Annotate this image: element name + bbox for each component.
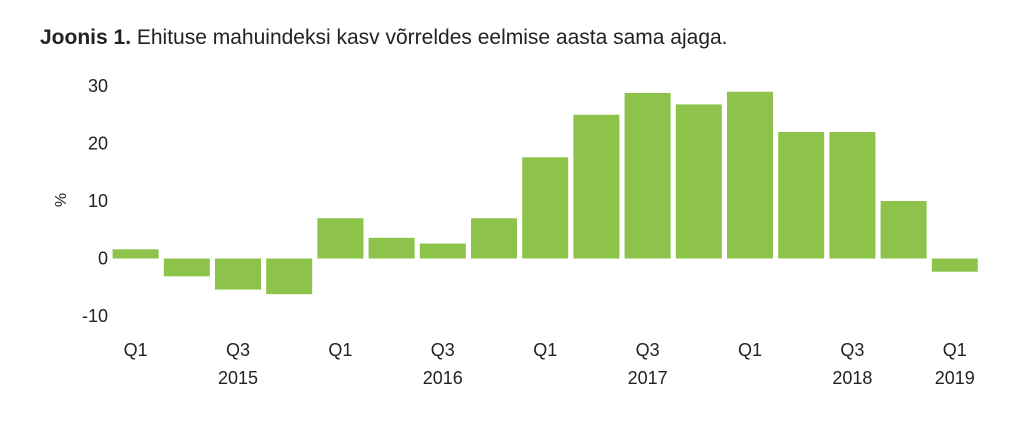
chart-title: Joonis 1. Ehituse mahuindeksi kasv võrre…	[40, 26, 728, 50]
y-tick-label: 0	[98, 249, 108, 269]
y-tick-label: -10	[82, 306, 108, 326]
x-tick-label: Q1	[738, 340, 762, 360]
bar-2018-q2	[778, 132, 825, 259]
bar-2018-q4	[880, 201, 927, 259]
bar-2015-q3	[215, 258, 261, 290]
y-tick-label: 10	[88, 191, 108, 211]
x-tick-label: Q3	[431, 340, 455, 360]
year-label: 2018	[832, 368, 872, 388]
year-label: 2017	[628, 368, 668, 388]
year-label: 2015	[218, 368, 258, 388]
year-label: 2019	[935, 368, 975, 388]
bar-2016-q2	[368, 237, 415, 259]
bar-2019-q1	[931, 258, 978, 272]
y-axis-label: %	[53, 193, 70, 207]
y-tick-label: 20	[88, 134, 108, 154]
bar-2016-q4	[471, 218, 517, 259]
bar-2015-q4	[266, 258, 313, 295]
bar-2016-q1	[317, 218, 364, 259]
bar-2015-q1	[112, 249, 159, 259]
x-tick-label: Q1	[533, 340, 557, 360]
x-tick-label: Q3	[636, 340, 660, 360]
bar-2016-q3	[419, 243, 466, 259]
bar-2017-q4	[675, 104, 722, 259]
bar-2018-q1	[727, 91, 773, 259]
year-label: 2016	[423, 368, 463, 388]
bar-2017-q3	[624, 92, 671, 259]
chart-title-lead: Joonis 1.	[40, 26, 132, 49]
x-tick-label: Q1	[328, 340, 352, 360]
x-tick-label: Q3	[226, 340, 250, 360]
bar-2015-q2	[163, 258, 210, 277]
bar-2017-q1	[522, 157, 569, 259]
bar-2018-q3	[829, 132, 876, 259]
bar-2017-q2	[573, 114, 620, 259]
x-tick-label: Q3	[840, 340, 864, 360]
chart-title-text: Ehituse mahuindeksi kasv võrreldes eelmi…	[136, 26, 728, 49]
x-tick-label: Q1	[124, 340, 148, 360]
x-tick-label: Q1	[943, 340, 967, 360]
y-tick-label: 30	[88, 76, 108, 96]
